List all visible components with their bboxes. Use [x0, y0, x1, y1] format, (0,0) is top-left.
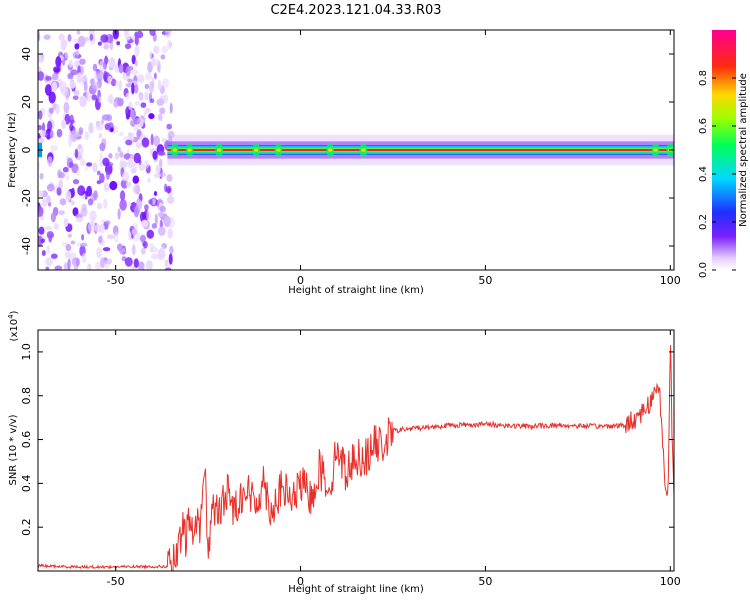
- colorbar-tick-label: 0.0: [698, 262, 709, 278]
- colorbar-label: Normalized spectral amplitude: [738, 73, 749, 227]
- y-tick-label: 0.2: [20, 518, 33, 536]
- x-tick-label: 100: [660, 575, 681, 588]
- colorbar-tick-label: 0.2: [698, 214, 709, 230]
- y-tick-label: 20: [20, 95, 33, 109]
- y-tick-label: 0.6: [20, 431, 33, 449]
- snr-x-label: Height of straight line (km): [288, 584, 424, 595]
- colorbar-tick-label: 0.4: [698, 166, 709, 182]
- x-tick-label: -50: [107, 575, 125, 588]
- snr-y-ticks: 0.2 0.4 0.6 0.8 1.0: [20, 343, 674, 536]
- y-tick-label: 1.0: [20, 343, 33, 361]
- x-tick-label: 0: [297, 274, 304, 287]
- spectrogram-x-ticks: -50 0 50 100: [107, 30, 681, 287]
- snr-y-label: SNR (10 * v/v): [8, 414, 19, 485]
- noise-region: [38, 30, 175, 270]
- y-tick-label: 0.4: [20, 475, 33, 493]
- x-tick-label: -50: [107, 274, 125, 287]
- colorbar: 0.0 0.2 0.4 0.6 0.8 Normalized spectral ampl…: [698, 30, 749, 278]
- spectrogram-y-ticks: -40 -20 0 20 40: [20, 47, 674, 255]
- colorbar-tick-label: 0.8: [698, 70, 709, 86]
- y-tick-label: 40: [20, 47, 33, 61]
- y-tick-label: -20: [20, 189, 33, 207]
- x-tick-label: 0: [297, 575, 304, 588]
- signal-band: [167, 134, 674, 166]
- snr-x-ticks: -50 0 50 100: [107, 330, 681, 588]
- spectrogram-panel: -50 0 50 100 -40 -20 0 20 40 Height of straight…: [7, 29, 681, 296]
- x-tick-label: 100: [660, 274, 681, 287]
- spectrogram-x-label: Height of straight line (km): [288, 285, 424, 296]
- x-tick-label: 50: [478, 274, 492, 287]
- snr-multiplier-label: (x104): [7, 310, 20, 341]
- colorbar-tick-label: 0.6: [698, 118, 709, 134]
- colorbar-gradient: [712, 30, 736, 270]
- snr-panel: -50 0 50 100 0.2 0.4 0.6 0.8 1.0 Height of stra…: [7, 310, 681, 595]
- figure-title: C2E4.2023.121.04.33.R03: [270, 3, 441, 18]
- y-tick-label: 0.8: [20, 387, 33, 405]
- x-tick-label: 50: [478, 575, 492, 588]
- y-tick-label: 0: [20, 147, 33, 154]
- y-tick-label: -40: [20, 237, 33, 255]
- spectrogram-y-label: Frequency (Hz): [7, 112, 18, 188]
- snr-series-line: [38, 345, 674, 571]
- colorbar-ticks: 0.0 0.2 0.4 0.6 0.8: [698, 70, 736, 278]
